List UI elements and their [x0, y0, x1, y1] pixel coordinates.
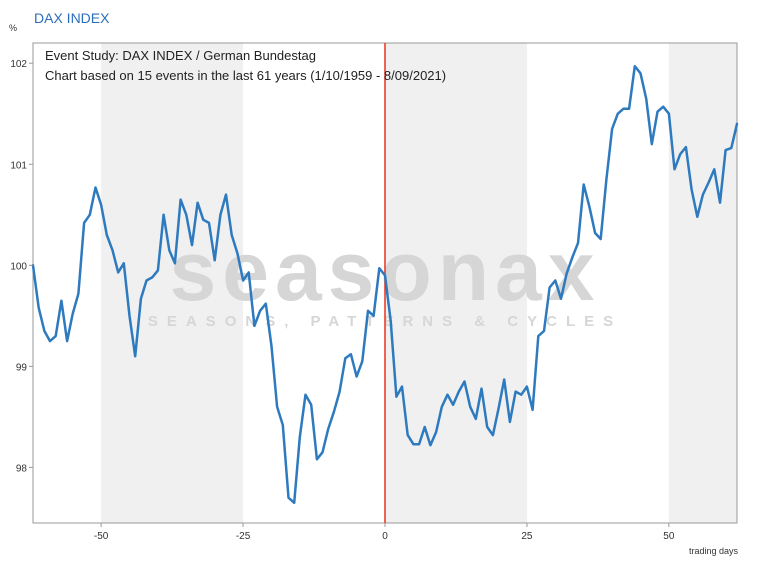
y-tick-label: 99 — [16, 362, 28, 373]
x-axis: -50 -25 0 25 50 — [94, 523, 675, 542]
y-tick-label: 102 — [10, 59, 27, 70]
x-tick-label: -50 — [94, 531, 109, 542]
shaded-band-2 — [668, 43, 737, 523]
chart-title: Event Study: DAX INDEX / German Bundesta… — [45, 48, 316, 63]
x-tick-label: 0 — [382, 531, 388, 542]
shaded-band-1 — [385, 43, 527, 523]
series-line — [31, 64, 739, 505]
y-axis-label: % — [9, 23, 17, 33]
x-tick-label: 25 — [521, 531, 533, 542]
x-tick-label: 50 — [663, 531, 675, 542]
x-axis-label: trading days — [689, 546, 739, 556]
x-tick-label: -25 — [236, 531, 251, 542]
watermark-tagline: SEASONS, PATTERNS & CYCLES — [148, 313, 622, 330]
y-axis: 98 99 100 101 102 — [10, 59, 33, 474]
page-title: DAX INDEX — [34, 10, 110, 26]
chart-subtitle: Chart based on 15 events in the last 61 … — [45, 68, 446, 83]
y-tick-label: 98 — [16, 463, 28, 474]
y-tick-label: 101 — [10, 160, 27, 171]
y-tick-label: 100 — [10, 261, 27, 272]
